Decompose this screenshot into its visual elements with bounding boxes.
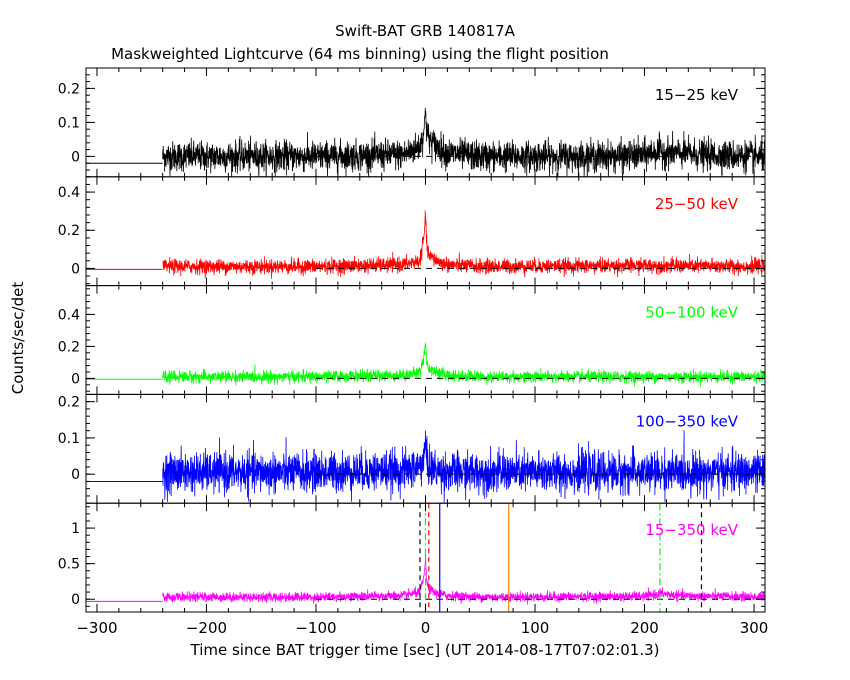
y-tick-label: 0 [71,371,80,387]
y-tick-label: 0 [71,261,80,277]
panel-5: 0 0.5 1 15−350 keV [58,502,766,613]
lightcurve-series [162,553,765,605]
panel-plot-area [86,430,765,503]
chart-subtitle: Maskweighted Lightcurve (64 ms binning) … [111,45,609,63]
x-tick-labels: −300 −200 −100 0 100 200 300 [76,619,768,637]
y-tick-label: 1 [71,521,80,537]
y-tick-label: 0.2 [58,81,80,97]
y-tick-label: 0.2 [58,223,80,239]
y-tick-label: 0 [71,467,80,483]
chart-title: Swift-BAT GRB 140817A [335,22,515,40]
y-axis-label: Counts/sec/det [9,282,27,395]
series-label: 50−100 keV [645,304,738,322]
y-tick-label: 0.2 [58,339,80,355]
panel-1: 0 0.1 0.2 15−25 keV [58,67,766,178]
panel-frame [85,67,766,178]
panel-2: 0 0.2 0.4 25−50 keV [58,176,766,287]
y-tick-label: 0.2 [58,395,80,411]
x-tick-label: −200 [186,619,227,637]
panel-3: 0 0.2 0.4 50−100 keV [58,285,766,395]
x-axis-label: Time since BAT trigger time [sec] (UT 20… [190,641,660,659]
panels: 0 0.1 0.2 15−25 keV 0 0.2 0.4 25−50 keV 0 0.2 0.4 5… [58,67,768,637]
y-tick-label: 0.5 [58,557,80,573]
y-tick-label: 0.1 [58,431,80,447]
panel-plot-area [86,210,765,279]
series-label: 15−350 keV [645,521,738,539]
y-tick-label: 0 [71,149,80,165]
panel-plot-area [86,342,765,387]
x-tick-label: 300 [740,619,769,637]
x-tick-label: 100 [521,619,550,637]
x-tick-label: −100 [295,619,336,637]
x-tick-label: 200 [630,619,659,637]
lightcurve-series [162,342,765,387]
lightcurve-series [162,430,765,503]
series-label: 100−350 keV [636,412,739,430]
lightcurve-series [162,107,765,177]
y-tick-label: 0.4 [58,185,80,201]
y-tick-label: 0.1 [58,115,80,131]
panel-plot-area [86,503,765,612]
lightcurve-series [162,210,765,279]
series-label: 15−25 keV [655,86,739,104]
panel-4: 0 0.1 0.2 100−350 keV [58,393,766,504]
y-tick-label: 0 [71,592,80,608]
series-label: 25−50 keV [655,195,739,213]
x-tick-label: −300 [76,619,117,637]
panel-plot-area [86,107,765,177]
y-tick-label: 0.4 [58,307,80,323]
x-tick-label: 0 [421,619,431,637]
